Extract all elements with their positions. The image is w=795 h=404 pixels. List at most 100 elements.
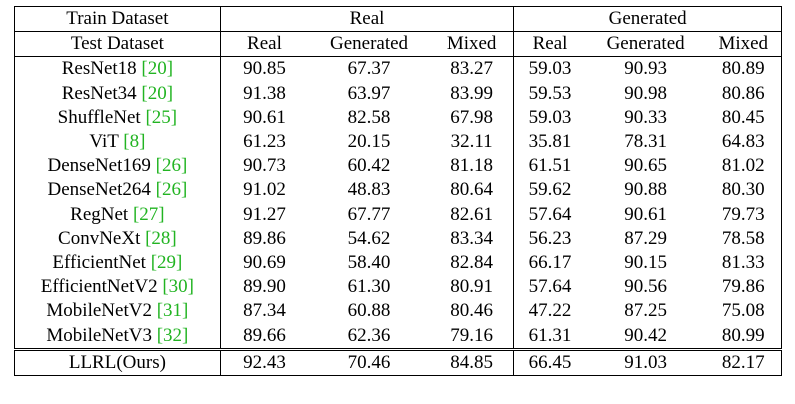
model-name-cell: RegNet [27]	[14, 202, 221, 227]
cell-value: 80.30	[705, 178, 782, 203]
model-name-cell: ViT [8]	[14, 129, 221, 155]
table-row: MobileNetV3 [32] 89.66 62.36 79.16 61.31 90.4…	[14, 323, 782, 350]
model-name-cell: DenseNet264 [26]	[14, 178, 221, 203]
cell-value: 89.66	[243, 324, 286, 346]
cell-value: 82.17	[705, 347, 782, 376]
citation-link[interactable]: [20]	[141, 58, 174, 80]
model-name: RegNet	[70, 203, 133, 225]
cell-value: 58.40	[347, 251, 391, 273]
table-row-ours: LLRL(Ours) 92.43 70.46 84.85 66.45 91.03…	[14, 347, 782, 376]
cell-value: 90.33	[624, 106, 667, 128]
results-table: Train Dataset Real Generated Test Datase…	[14, 5, 782, 376]
cell-value: 82.61	[429, 202, 515, 227]
cell-value: 91.03	[585, 347, 706, 376]
cell-value: 81.33	[705, 250, 782, 276]
model-name: ResNet34	[61, 82, 142, 104]
table-row: DenseNet169 [26] 90.73 60.42 81.18 61.51 90.6…	[14, 154, 782, 179]
citation-link[interactable]: [31]	[156, 300, 189, 322]
citation-link[interactable]: [25]	[145, 106, 178, 128]
cell-value: 90.88	[624, 179, 667, 201]
cell-value: 89.86	[243, 227, 286, 249]
model-name-cell: EfficientNetV2 [30]	[14, 275, 221, 300]
cell-value: 90.15	[624, 251, 667, 273]
cell-value: 57.64	[528, 276, 572, 298]
model-name-cell: MobileNetV3 [32]	[14, 323, 221, 350]
cell-value: 90.93	[624, 58, 667, 80]
cell-value: 61.31	[528, 324, 572, 346]
col-header-real-real: Real	[220, 31, 309, 58]
cell-value: 70.46	[308, 347, 430, 376]
cell-value: 82.58	[347, 106, 391, 128]
citation-link[interactable]: [8]	[123, 131, 146, 153]
table-row: ShuffleNet [25] 90.61 82.58 67.98 59.03 90.33…	[14, 105, 782, 130]
citation-link[interactable]: [28]	[145, 227, 177, 249]
cell-value: 67.77	[347, 203, 391, 225]
cell-value: 90.61	[624, 203, 667, 225]
cell-value: 90.85	[243, 58, 286, 80]
model-name-cell: ConvNeXt [28]	[14, 226, 221, 251]
cell-value: 90.42	[624, 324, 667, 346]
model-name-cell: EfficientNet [29]	[14, 250, 221, 276]
cell-value: 47.22	[528, 300, 572, 322]
cell-value: 80.99	[705, 323, 782, 350]
cell-value: 60.88	[347, 300, 391, 322]
cell-value: 35.81	[528, 131, 572, 153]
cell-value: 89.90	[243, 276, 286, 298]
cell-value: 78.58	[705, 226, 782, 251]
cell-value: 80.45	[705, 105, 782, 130]
test-dataset-label: Test Dataset	[14, 31, 221, 58]
cell-value: 66.45	[513, 347, 586, 376]
citation-link[interactable]: [32]	[156, 324, 189, 346]
cell-value: 80.64	[429, 178, 515, 203]
cell-value: 87.25	[624, 300, 667, 322]
model-name-ours: LLRL(Ours)	[14, 347, 221, 376]
citation-link[interactable]: [30]	[162, 276, 194, 298]
col-header-gen-mixed: Mixed	[705, 31, 782, 58]
table-row: MobileNetV2 [31] 87.34 60.88 80.46 47.22 87.2…	[14, 299, 782, 324]
model-name: EfficientNetV2	[40, 276, 163, 298]
citation-link[interactable]: [26]	[155, 155, 188, 177]
cell-value: 81.02	[705, 154, 782, 179]
table-row: EfficientNet [29] 90.69 58.40 82.84 66.17 90.…	[14, 250, 782, 276]
cell-value: 56.23	[528, 227, 572, 249]
group-generated-header: Generated	[513, 5, 782, 33]
cell-value: 62.36	[347, 324, 391, 346]
table-row: ResNet34 [20] 91.38 63.97 83.99 59.53 90.98 80…	[14, 81, 782, 106]
model-name-cell: ShuffleNet [25]	[14, 105, 221, 130]
cell-value: 64.83	[705, 129, 782, 155]
citation-link[interactable]: [27]	[132, 203, 165, 225]
cell-value: 79.86	[705, 275, 782, 300]
cell-value: 90.73	[243, 155, 286, 177]
cell-value: 83.27	[429, 56, 515, 82]
table-row: DenseNet264 [26] 91.02 48.83 80.64 59.62 90.8…	[14, 178, 782, 203]
model-name: MobileNetV2	[46, 300, 157, 322]
cell-value: 92.43	[220, 347, 309, 376]
cell-value: 91.38	[243, 82, 286, 104]
citation-link[interactable]: [26]	[155, 179, 188, 201]
cell-value: 90.61	[243, 106, 286, 128]
cell-value: 20.15	[347, 131, 391, 153]
col-header-gen-generated: Generated	[585, 31, 706, 58]
model-name: ShuffleNet	[57, 106, 146, 128]
cell-value: 91.02	[243, 179, 286, 201]
cell-value: 48.83	[347, 179, 391, 201]
model-name: EfficientNet	[52, 251, 151, 273]
cell-value: 80.86	[705, 81, 782, 106]
cell-value: 54.62	[347, 227, 391, 249]
citation-link[interactable]: [29]	[150, 251, 183, 273]
model-name-cell: ResNet34 [20]	[14, 81, 221, 106]
cell-value: 60.42	[347, 155, 391, 177]
cell-value: 59.62	[528, 179, 572, 201]
cell-value: 61.23	[243, 131, 286, 153]
cell-value: 79.16	[429, 323, 515, 350]
citation-link[interactable]: [20]	[141, 82, 174, 104]
cell-value: 80.91	[429, 275, 515, 300]
cell-value: 32.11	[429, 129, 515, 155]
table-header: Train Dataset Real Generated Test Datase…	[14, 5, 782, 58]
cell-value: 84.85	[429, 347, 515, 376]
header-row-train: Train Dataset Real Generated	[14, 5, 782, 33]
model-name: DenseNet169	[47, 155, 156, 177]
cell-value: 59.53	[528, 82, 572, 104]
cell-value: 87.34	[243, 300, 286, 322]
